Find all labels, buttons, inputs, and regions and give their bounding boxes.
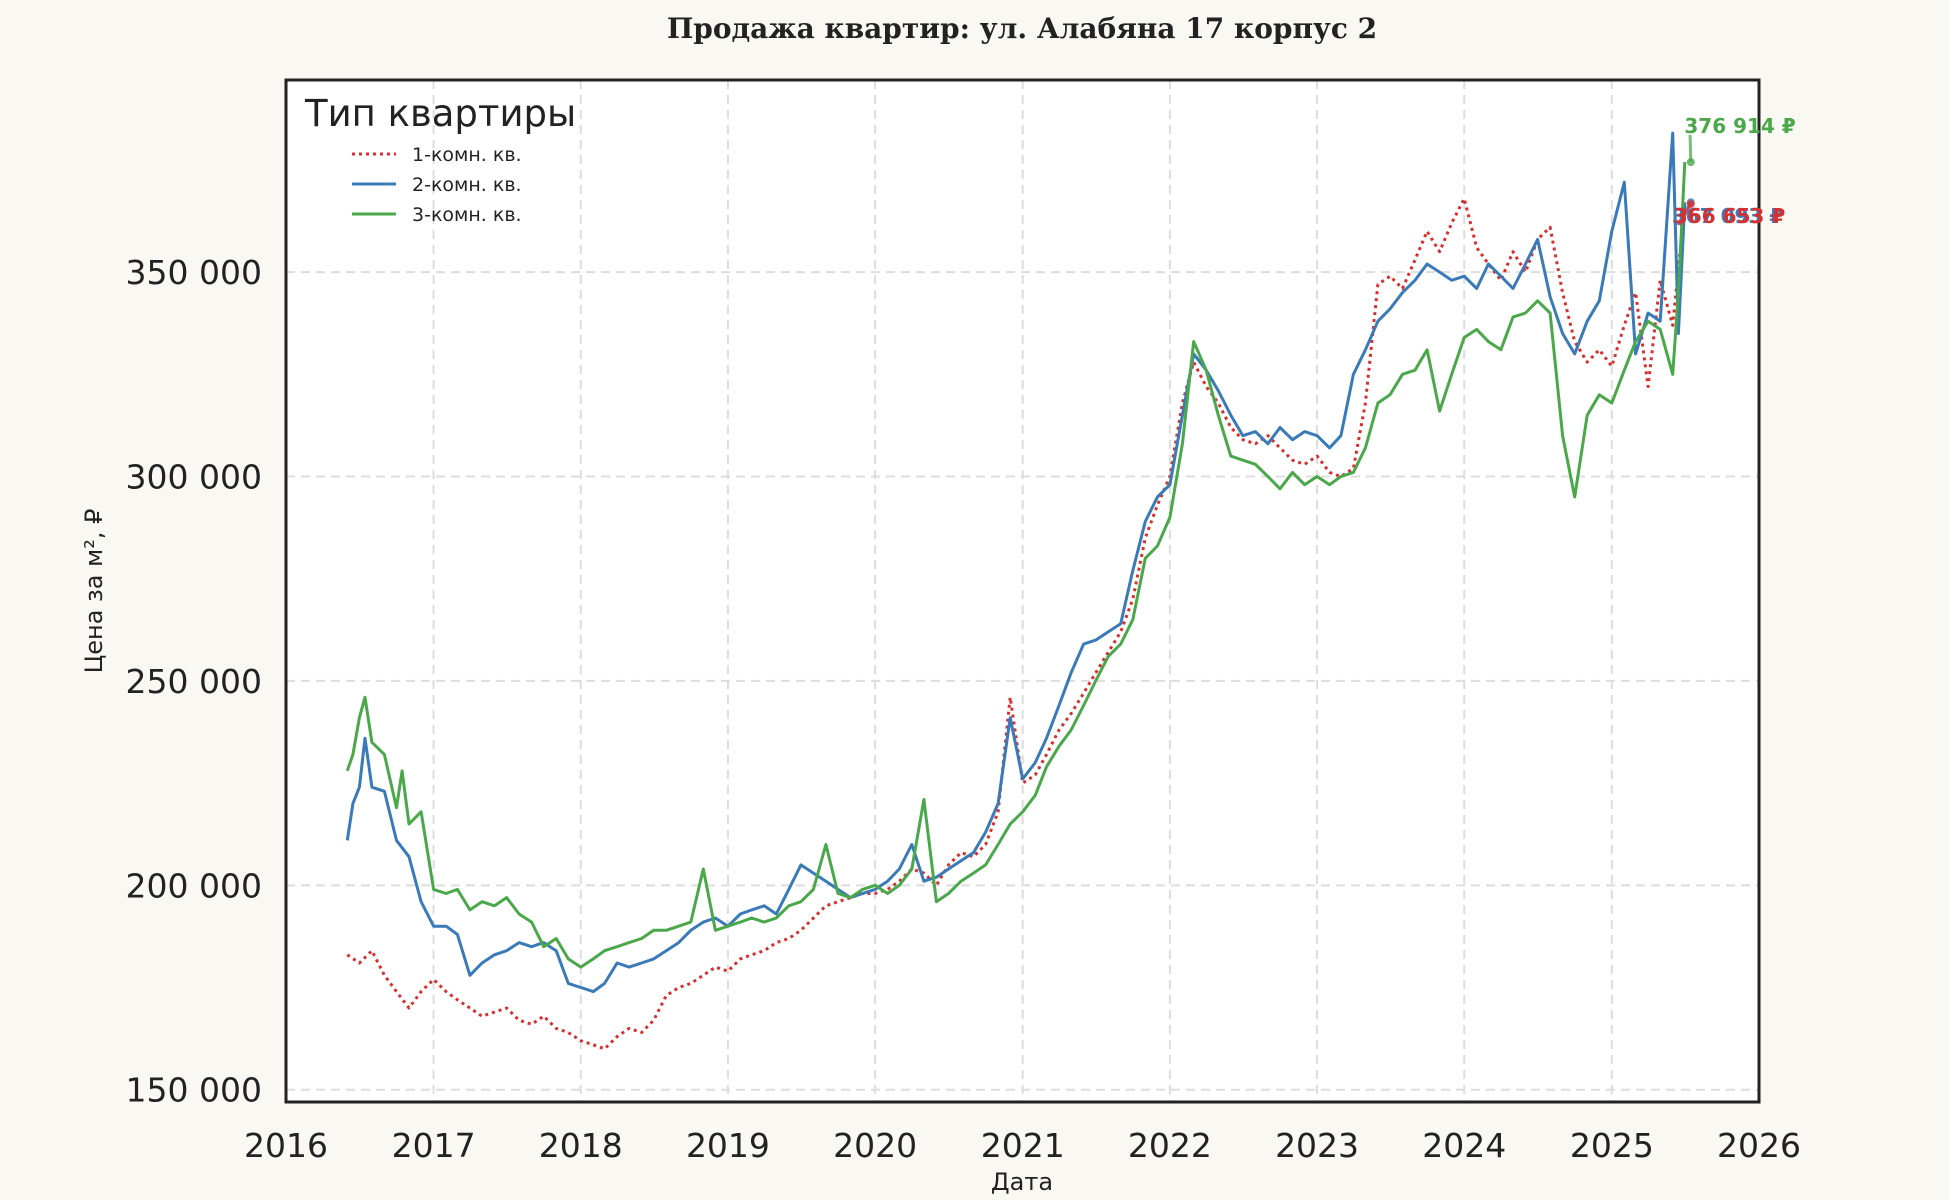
annotation-point bbox=[1686, 158, 1695, 167]
y-tick-label: 150 000 bbox=[126, 1071, 262, 1110]
legend-label: 2-комн. кв. bbox=[412, 174, 522, 196]
y-tick-label: 300 000 bbox=[126, 458, 262, 497]
series-line-1 bbox=[346, 197, 1687, 1051]
legend-title: Тип квартиры bbox=[304, 92, 576, 135]
x-tick-label: 2019 bbox=[686, 1126, 770, 1165]
x-axis-label: Дата bbox=[991, 1168, 1053, 1196]
x-tick-label: 2026 bbox=[1717, 1126, 1801, 1165]
x-tick-label: 2020 bbox=[833, 1126, 917, 1165]
x-tick-label: 2022 bbox=[1128, 1126, 1212, 1165]
x-tick-label: 2017 bbox=[392, 1126, 476, 1165]
x-tick-label: 2023 bbox=[1275, 1126, 1359, 1165]
y-tick-label: 250 000 bbox=[126, 662, 262, 701]
plot-frame bbox=[284, 78, 1761, 1104]
series-line-2 bbox=[345, 131, 1687, 994]
x-tick-label: 2018 bbox=[539, 1126, 623, 1165]
annotations: 376 914 ₽367 093 ₽366 653 ₽ bbox=[1672, 114, 1796, 228]
y-axis-label: Цена за м², ₽ bbox=[80, 509, 108, 674]
x-axis: 2016 2017 2018 2019 2020 2021 2022 2023 2024 2025… bbox=[244, 1126, 1801, 1165]
legend: Тип квартиры 1-комн. кв. 2-комн. кв. 3-ком… bbox=[304, 92, 576, 226]
x-tick-label: 2025 bbox=[1570, 1126, 1654, 1165]
annotation-point bbox=[1686, 200, 1695, 209]
series-layer bbox=[345, 131, 1687, 1051]
legend-label: 3-комн. кв. bbox=[412, 204, 522, 226]
y-tick-label: 200 000 bbox=[126, 866, 262, 905]
annotation-arrow bbox=[1688, 134, 1693, 163]
series-line-3 bbox=[345, 162, 1687, 969]
annotation-label: 376 914 ₽ bbox=[1684, 114, 1795, 138]
annotation-label: 366 653 ₽ bbox=[1674, 204, 1785, 228]
x-tick-label: 2024 bbox=[1422, 1126, 1506, 1165]
x-tick-label: 2021 bbox=[981, 1126, 1065, 1165]
legend-label: 1-комн. кв. bbox=[412, 144, 522, 166]
x-tick-label: 2016 bbox=[244, 1126, 328, 1165]
y-tick-label: 350 000 bbox=[126, 253, 262, 292]
y-axis: 150 000 200 000 250 000 300 000 350 000 bbox=[126, 253, 262, 1110]
chart-title: Продажа квартир: ул. Алабяна 17 корпус 2 bbox=[667, 12, 1377, 45]
